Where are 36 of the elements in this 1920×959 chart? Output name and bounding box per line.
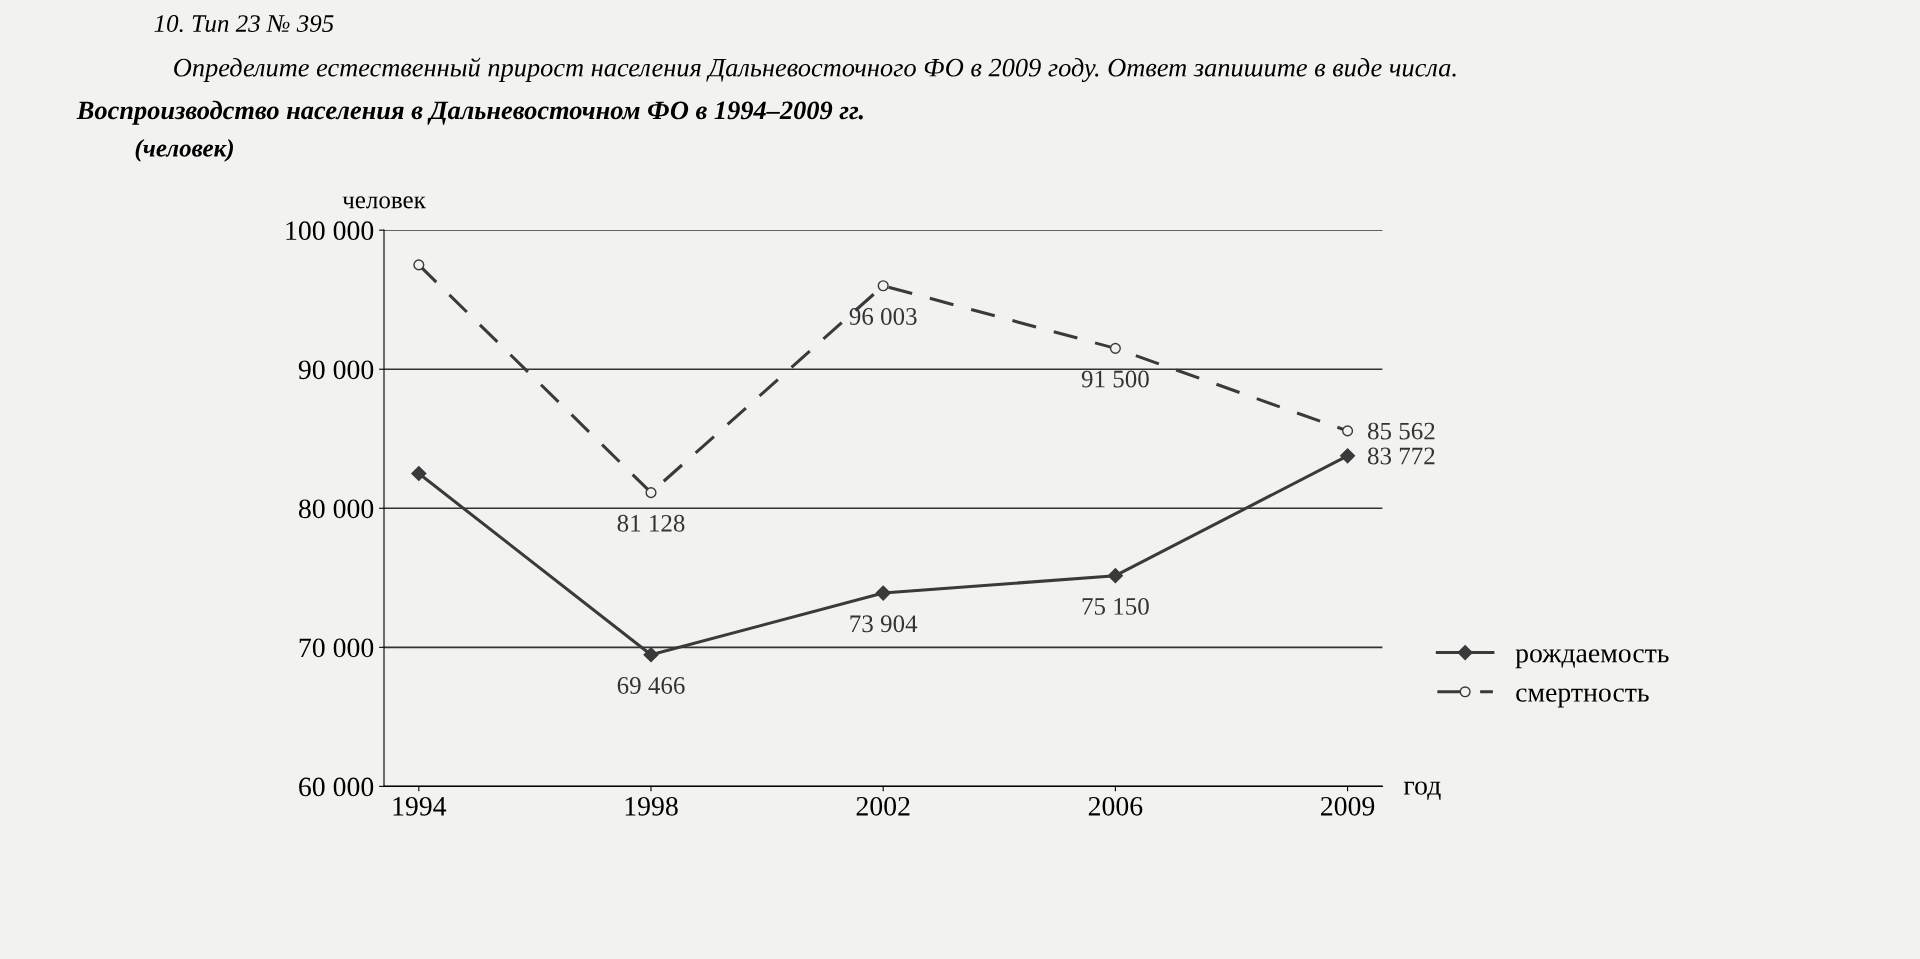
y-tick-label: 100 000 [286,221,374,241]
y-tick-label: 60 000 [299,777,374,797]
point [1342,425,1354,437]
point [877,280,889,292]
x-tick-label: 2002 [856,796,910,816]
text: Определите естественный прирост населения Дальневосточного ФО в 2009 году. Ответ запишите в виде числа. [174,57,1456,83]
point [413,259,425,271]
chart-title: Воспроизводство населения в Дальневосточном ФО в 1994–2009 гг. [76,100,863,125]
x-tick-label: 1994 [393,796,447,816]
data-label: 96 003 [849,308,917,325]
y-tick-label: 70 000 [299,638,374,658]
data-label: 69 466 [617,677,685,694]
data-label: 81 128 [617,514,685,532]
point [645,487,657,499]
legend-label: рождаемость [1515,649,1669,669]
point [1340,448,1356,464]
legend-label: смертность [1516,688,1649,708]
point [411,465,427,482]
point [875,585,891,601]
data-label: 75 150 [1082,597,1149,615]
point [643,647,659,663]
data-label: 85 562 [1367,422,1435,440]
x-tick-label: 1998 [625,796,678,816]
chart-subtitle: (человек) [135,139,233,162]
y-tick-label: 90 000 [298,360,374,380]
x-tick-label: 2006 [1088,796,1143,816]
point [1109,342,1121,354]
text: 10. Тип 23 № 395 [154,15,334,33]
point [1107,568,1123,584]
data-label: 83 772 [1367,447,1435,465]
x-axis-title: год [1403,781,1441,800]
x-tick-label: 2009 [1321,796,1375,816]
data-label: 73 904 [850,615,918,633]
y-axis-title: человек [342,196,426,209]
y-tick-label: 80 000 [298,499,374,519]
data-label: 91 500 [1081,370,1149,388]
